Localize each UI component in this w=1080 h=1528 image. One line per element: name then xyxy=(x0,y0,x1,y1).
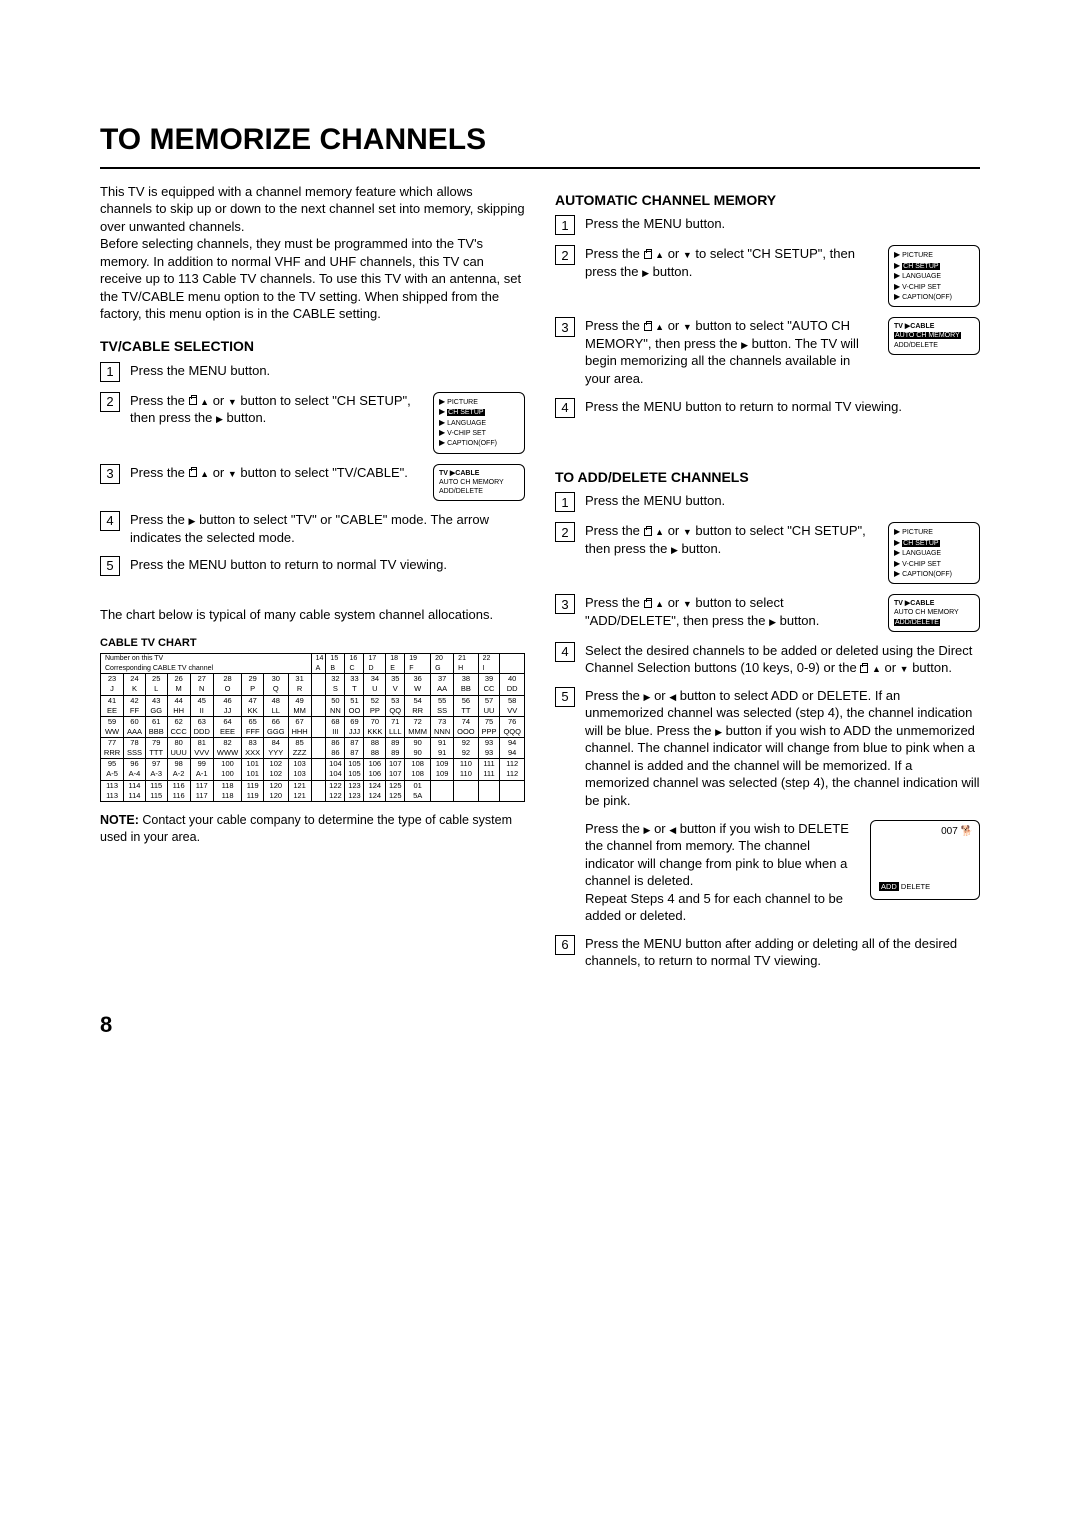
tv-icon xyxy=(644,251,652,259)
step-text: Press the or button to select "CH SETUP"… xyxy=(585,522,878,557)
step-text: Press the MENU button. xyxy=(585,215,980,233)
chevron-right-icon xyxy=(189,512,196,527)
chevron-down-icon xyxy=(683,595,692,610)
chevron-up-icon xyxy=(655,318,664,333)
menu-preview: ▶PICTURE ▶CH SETUP ▶LANGUAGE ▶V-CHIP SET… xyxy=(433,392,525,454)
step-number: 3 xyxy=(100,464,120,484)
step-number: 4 xyxy=(100,511,120,531)
chevron-up-icon xyxy=(655,523,664,538)
step-text: Press the or button to select "ADD/DELET… xyxy=(585,594,878,629)
dog-icon: 007 🐕 xyxy=(941,825,973,839)
step-number: 6 xyxy=(555,935,575,955)
tv-icon xyxy=(189,397,197,405)
tv-icon xyxy=(860,665,868,673)
chevron-down-icon xyxy=(228,393,237,408)
chevron-down-icon xyxy=(683,246,692,261)
tv-icon xyxy=(644,528,652,536)
cable-tv-chart-title: CABLE TV CHART xyxy=(100,636,525,651)
chevron-up-icon xyxy=(872,660,881,675)
step-text: Press the button to select "TV" or "CABL… xyxy=(130,511,525,546)
left-column: This TV is equipped with a channel memor… xyxy=(100,183,525,980)
menu-preview: ▶PICTURE ▶CH SETUP ▶LANGUAGE ▶V-CHIP SET… xyxy=(888,522,980,584)
chevron-right-icon xyxy=(644,688,651,703)
menu-preview: TV ▶CABLEAUTO CH MEMORY ADD/DELETE xyxy=(888,317,980,354)
step-number: 4 xyxy=(555,398,575,418)
chevron-right-icon xyxy=(741,336,748,351)
step-text: Press the or button to select "AUTO CH M… xyxy=(585,317,878,387)
step-number: 4 xyxy=(555,642,575,662)
chevron-right-icon xyxy=(642,264,649,279)
chevron-right-icon xyxy=(769,613,776,628)
step-number: 1 xyxy=(555,215,575,235)
chevron-left-icon xyxy=(669,688,676,703)
chevron-up-icon xyxy=(200,393,209,408)
add-delete-preview: 007 🐕ADD DELETE xyxy=(870,820,980,900)
step-text: Press the or to select "CH SETUP", then … xyxy=(585,245,878,280)
right-column: AUTOMATIC CHANNEL MEMORY 1 Press the MENU… xyxy=(555,183,980,980)
tv-icon xyxy=(189,469,197,477)
chevron-right-icon xyxy=(715,723,722,738)
chevron-down-icon xyxy=(683,523,692,538)
tv-icon xyxy=(644,323,652,331)
chevron-up-icon xyxy=(655,246,664,261)
menu-preview: ▶PICTURE ▶CH SETUP ▶LANGUAGE ▶V-CHIP SET… xyxy=(888,245,980,307)
chart-intro: The chart below is typical of many cable… xyxy=(100,606,525,624)
step-text: Press the MENU button to return to norma… xyxy=(130,556,525,574)
step-number: 1 xyxy=(100,362,120,382)
tv-cable-heading: TV/CABLE SELECTION xyxy=(100,337,525,356)
page-title: TO MEMORIZE CHANNELS xyxy=(100,120,980,169)
page-number: 8 xyxy=(100,1010,980,1040)
chevron-up-icon xyxy=(200,465,209,480)
step-text: Press the or button if you wish to DELET… xyxy=(585,820,860,925)
chevron-up-icon xyxy=(655,595,664,610)
tv-icon xyxy=(644,600,652,608)
step-text: Press the MENU button. xyxy=(130,362,525,380)
step-number: 2 xyxy=(100,392,120,412)
step-number: 5 xyxy=(555,687,575,707)
note: NOTE: Contact your cable company to dete… xyxy=(100,812,525,846)
step-text: Press the or button to select "TV/CABLE"… xyxy=(130,464,423,482)
step-text: Press the or button to select ADD or DEL… xyxy=(585,687,980,810)
menu-preview: TV ▶CABLEAUTO CH MEMORY ADD/DELETE xyxy=(888,594,980,631)
chevron-down-icon xyxy=(683,318,692,333)
step-number: 3 xyxy=(555,317,575,337)
step-number: 2 xyxy=(555,245,575,265)
chevron-down-icon xyxy=(228,465,237,480)
step-number: 5 xyxy=(100,556,120,576)
chevron-left-icon xyxy=(669,821,676,836)
step-text: Press the or button to select "CH SETUP"… xyxy=(130,392,423,427)
step-text: Press the MENU button to return to norma… xyxy=(585,398,980,416)
cable-tv-chart: Number on this TVCorresponding CABLE TV … xyxy=(100,653,525,801)
chevron-right-icon xyxy=(216,410,223,425)
chevron-right-icon xyxy=(671,541,678,556)
step-number: 1 xyxy=(555,492,575,512)
menu-preview: TV ▶CABLEAUTO CH MEMORY ADD/DELETE xyxy=(433,464,525,501)
step-text: Select the desired channels to be added … xyxy=(585,642,980,677)
step-number: 2 xyxy=(555,522,575,542)
chevron-right-icon xyxy=(644,821,651,836)
step-text: Press the MENU button after adding or de… xyxy=(585,935,980,970)
intro-text: This TV is equipped with a channel memor… xyxy=(100,183,525,323)
auto-heading: AUTOMATIC CHANNEL MEMORY xyxy=(555,191,980,210)
add-delete-heading: TO ADD/DELETE CHANNELS xyxy=(555,468,980,487)
step-text: Press the MENU button. xyxy=(585,492,980,510)
step-number: 3 xyxy=(555,594,575,614)
chevron-down-icon xyxy=(900,660,909,675)
